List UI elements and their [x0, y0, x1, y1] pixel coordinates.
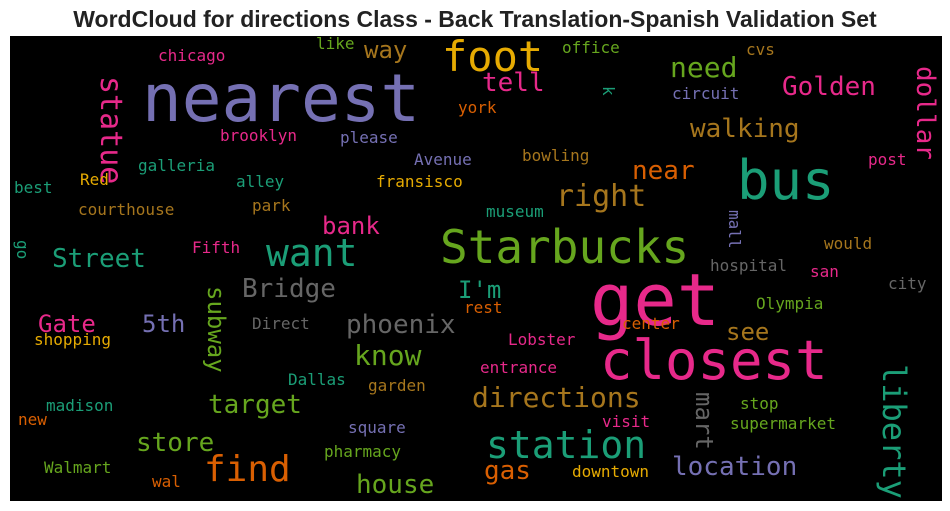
cloud-word: know [354, 339, 422, 372]
cloud-word: nearest [142, 60, 421, 137]
cloud-word: tell [482, 68, 545, 98]
cloud-word: mart [690, 392, 718, 450]
cloud-word: Starbucks [440, 220, 690, 274]
cloud-word: brooklyn [220, 126, 298, 145]
cloud-word: house [356, 470, 435, 500]
cloud-word: bowling [522, 146, 590, 165]
cloud-word: hospital [710, 256, 788, 275]
cloud-word: post [868, 150, 907, 169]
cloud-word: target [208, 390, 302, 420]
cloud-word: location [672, 452, 798, 482]
cloud-word: office [562, 38, 620, 57]
cloud-word: foot [442, 36, 544, 81]
cloud-word: Dallas [288, 370, 346, 389]
cloud-word: directions [472, 381, 641, 414]
cloud-word: Direct [252, 314, 310, 333]
cloud-word: find [204, 449, 291, 490]
cloud-word: circuit [672, 84, 740, 103]
cloud-word: san [810, 262, 839, 281]
cloud-word: entrance [480, 358, 558, 377]
cloud-word: Lobster [508, 330, 576, 349]
cloud-word: Walmart [44, 458, 112, 477]
cloud-word: go [13, 240, 32, 260]
cloud-word: need [670, 51, 738, 84]
chart-title: WordCloud for directions Class - Back Tr… [73, 6, 877, 32]
cloud-word: statue [93, 76, 128, 185]
cloud-word: downtown [572, 462, 650, 481]
wordcloud-canvas: nearest get closest Starbucks bus foot want sta… [10, 36, 942, 501]
cloud-word: stop [740, 394, 779, 413]
cloud-word: get [590, 258, 721, 342]
cloud-word: walking [690, 114, 800, 144]
cloud-word: subway [202, 286, 230, 373]
cloud-word: store [136, 428, 215, 458]
cloud-word: liberty [875, 364, 913, 499]
cloud-word: Golden [782, 72, 876, 102]
cloud-word: chicago [158, 46, 226, 65]
cloud-word: want [266, 231, 358, 275]
cloud-word: near [632, 156, 695, 186]
cloud-word: madison [46, 396, 114, 415]
cloud-word: york [458, 98, 497, 117]
cloud-word: Gate [38, 310, 96, 338]
cloud-word: bus [737, 149, 835, 212]
cloud-word: supermarket [730, 414, 836, 433]
cloud-word: visit [602, 412, 651, 431]
cloud-word: I'm [458, 276, 502, 304]
cloud-word: Avenue [414, 150, 472, 169]
cloud-word: shopping [34, 330, 112, 349]
cloud-word: Red [80, 170, 109, 189]
cloud-word: station [486, 423, 647, 467]
cloud-word: galleria [138, 156, 216, 175]
cloud-word: rest [464, 298, 503, 317]
cloud-word: phoenix [346, 310, 456, 340]
cloud-word: right [556, 179, 647, 214]
cloud-word: pharmacy [324, 442, 402, 461]
cloud-word: bank [322, 212, 380, 240]
cloud-word: way [364, 36, 408, 64]
cloud-word: square [348, 418, 406, 437]
cloud-word: like [316, 36, 355, 53]
cloud-word: fransisco [376, 172, 463, 191]
cloud-word: closest [600, 329, 828, 392]
cloud-word: Street [52, 244, 146, 274]
cloud-word: dollar [910, 66, 940, 160]
cloud-word: cvs [746, 40, 775, 59]
cloud-word: mall [725, 210, 744, 249]
cloud-word: alley [236, 172, 285, 191]
cloud-word: new [18, 410, 47, 429]
cloud-word: best [14, 178, 53, 197]
cloud-word: see [726, 318, 770, 346]
cloud-word: wal [152, 472, 181, 491]
cloud-word: 5th [142, 310, 186, 338]
cloud-word: garden [368, 376, 426, 395]
cloud-word: would [824, 234, 873, 253]
cloud-word: Olympia [756, 294, 824, 313]
cloud-word: city [888, 274, 927, 293]
cloud-word: please [340, 128, 398, 147]
cloud-word: Bridge [242, 274, 336, 304]
cloud-word: museum [486, 202, 544, 221]
cloud-word: park [252, 196, 291, 215]
cloud-word: gas [484, 456, 531, 486]
cloud-word: courthouse [78, 200, 175, 219]
cloud-word: k [599, 86, 618, 96]
cloud-word: center [622, 314, 680, 333]
cloud-word: Fifth [192, 238, 241, 257]
